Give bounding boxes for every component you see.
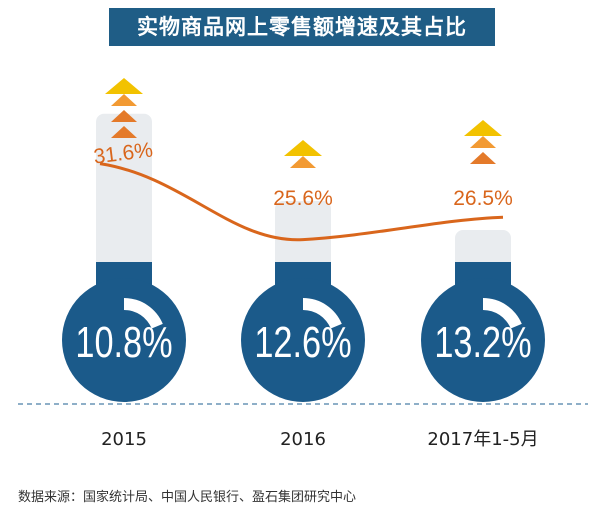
data-source-note: 数据来源：国家统计局、中国人民银行、盈石集团研究中心 [18,490,357,505]
x-tick-label: 2015 [101,429,147,450]
growth-arrow-icon [111,110,137,122]
share-circle [62,278,186,402]
share-column [96,113,152,300]
share-gauge-arc [124,298,163,329]
share-value-label: 10.8% [75,318,172,367]
share-gauge-arc [303,298,342,329]
chart-title: 实物商品网上零售额增速及其占比 [109,8,495,46]
growth-arrow-icon [470,152,496,164]
growth-arrow-icon [464,120,502,136]
x-tick-label: 2017年1-5月 [427,429,538,450]
share-value-label: 12.6% [254,318,351,367]
x-tick-label: 2016 [280,429,326,450]
growth-arrow-icon [105,78,143,94]
growth-line [99,162,504,242]
share-circle [241,278,365,402]
growth-arrow-icon [470,136,496,148]
growth-arrow-icon [111,126,137,138]
share-value-label: 13.2% [434,318,531,367]
growth-value-label: 25.6% [273,187,333,210]
share-gauge-arc [483,298,522,329]
growth-arrow-icon [290,156,316,168]
share-circle [421,278,545,402]
growth-value-label: 26.5% [453,187,513,210]
growth-arrow-icon [111,94,137,106]
growth-arrow-icon [284,140,322,156]
